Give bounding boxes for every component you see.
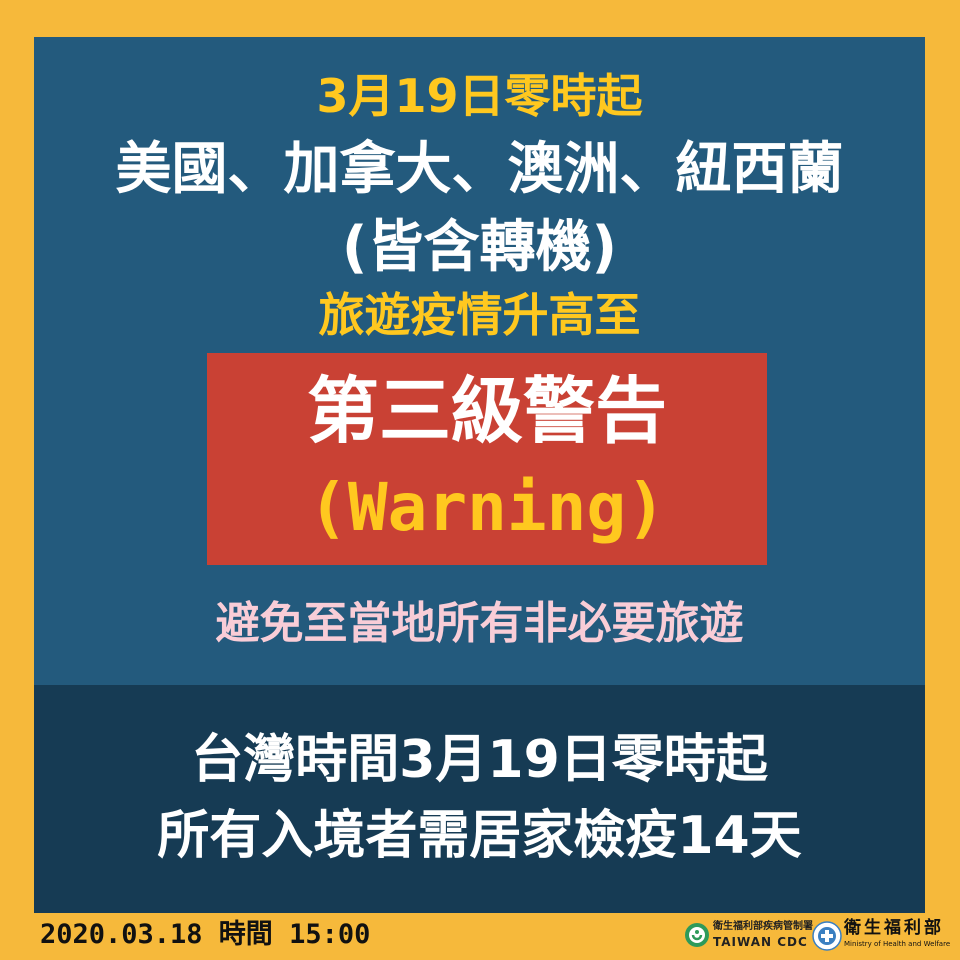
cdc-name-english: TAIWAN CDC: [713, 935, 808, 949]
taiwan-cdc-logo-icon: [685, 923, 709, 947]
warning-box: 第三級警告 (Warning): [207, 353, 767, 565]
effective-date-heading: 3月19日零時起: [316, 69, 643, 123]
cdc-name-chinese: 衛生福利部疾病管制署: [713, 921, 813, 932]
warning-english-label: (Warning): [308, 469, 666, 546]
warning-level-title: 第三級警告: [306, 369, 667, 453]
ministry-name-chinese: 衛生福利部: [844, 918, 944, 938]
quarantine-date-text: 台灣時間3月19日零時起: [191, 730, 768, 790]
transit-note: (皆含轉機): [341, 215, 618, 280]
travel-advice-text: 避免至當地所有非必要旅遊: [215, 598, 744, 649]
publish-datetime: 2020.03.18 時間 15:00: [40, 919, 371, 950]
countries-heading: 美國、加拿大、澳洲、紐西蘭: [115, 137, 844, 202]
ministry-name-english: Ministry of Health and Welfare: [844, 940, 951, 948]
raise-level-text: 旅遊疫情升高至: [318, 288, 641, 342]
agency-logos: 衛生福利部疾病管制署 TAIWAN CDC 衛生福利部 Ministry of …: [680, 918, 954, 954]
top-panel: 3月19日零時起 美國、加拿大、澳洲、紐西蘭 (皆含轉機) 旅遊疫情升高至 第三…: [34, 37, 925, 685]
bottom-panel: 台灣時間3月19日零時起 所有入境者需居家檢疫14天: [34, 685, 925, 913]
ministry-logo-icon: [812, 921, 842, 951]
quarantine-rule-text: 所有入境者需居家檢疫14天: [157, 806, 802, 866]
